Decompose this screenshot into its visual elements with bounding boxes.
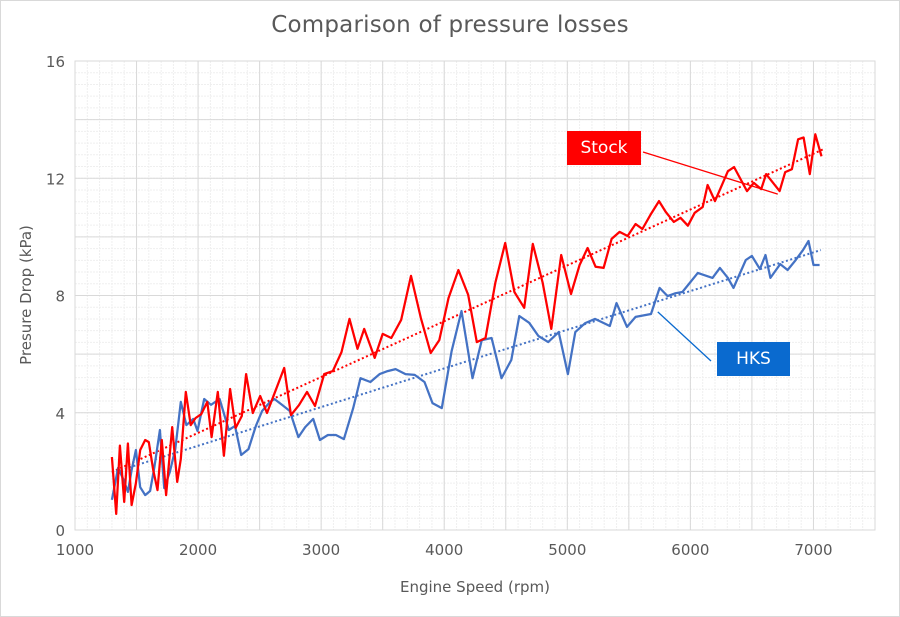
- series-lines: [110, 133, 823, 516]
- stock-series-line: [110, 133, 823, 516]
- y-tick-labels: 0 4 8 12 16: [46, 53, 65, 540]
- y-tick-label: 0: [55, 522, 65, 540]
- x-tick-label: 3000: [302, 541, 340, 559]
- x-axis-label: Engine Speed (rpm): [400, 578, 550, 596]
- x-tick-label: 2000: [179, 541, 217, 559]
- y-tick-label: 12: [46, 170, 65, 188]
- chart-title: Comparison of pressure losses: [271, 12, 629, 38]
- y-tick-label: 4: [55, 405, 65, 423]
- hks-callout-text: HKS: [736, 349, 771, 369]
- hks-callout-label: HKS: [717, 342, 790, 376]
- x-tick-label: 5000: [548, 541, 586, 559]
- stock-callout-text: Stock: [580, 138, 628, 158]
- x-tick-label: 1000: [56, 541, 94, 559]
- y-tick-label: 8: [55, 288, 65, 306]
- x-tick-label: 4000: [425, 541, 463, 559]
- y-tick-label: 16: [46, 53, 65, 71]
- plot-area: [74, 60, 876, 531]
- x-tick-label: 6000: [671, 541, 709, 559]
- hks-leader-line: [657, 311, 712, 362]
- stock-callout-label: Stock: [567, 131, 641, 165]
- hks-series-line: [110, 239, 820, 501]
- plot-border: [74, 60, 876, 531]
- callout-leader-lines: [642, 151, 778, 362]
- x-tick-labels: 1000 2000 3000 4000 5000 6000 7000: [56, 541, 833, 559]
- stock-leader-line: [642, 151, 778, 195]
- x-tick-label: 7000: [794, 541, 832, 559]
